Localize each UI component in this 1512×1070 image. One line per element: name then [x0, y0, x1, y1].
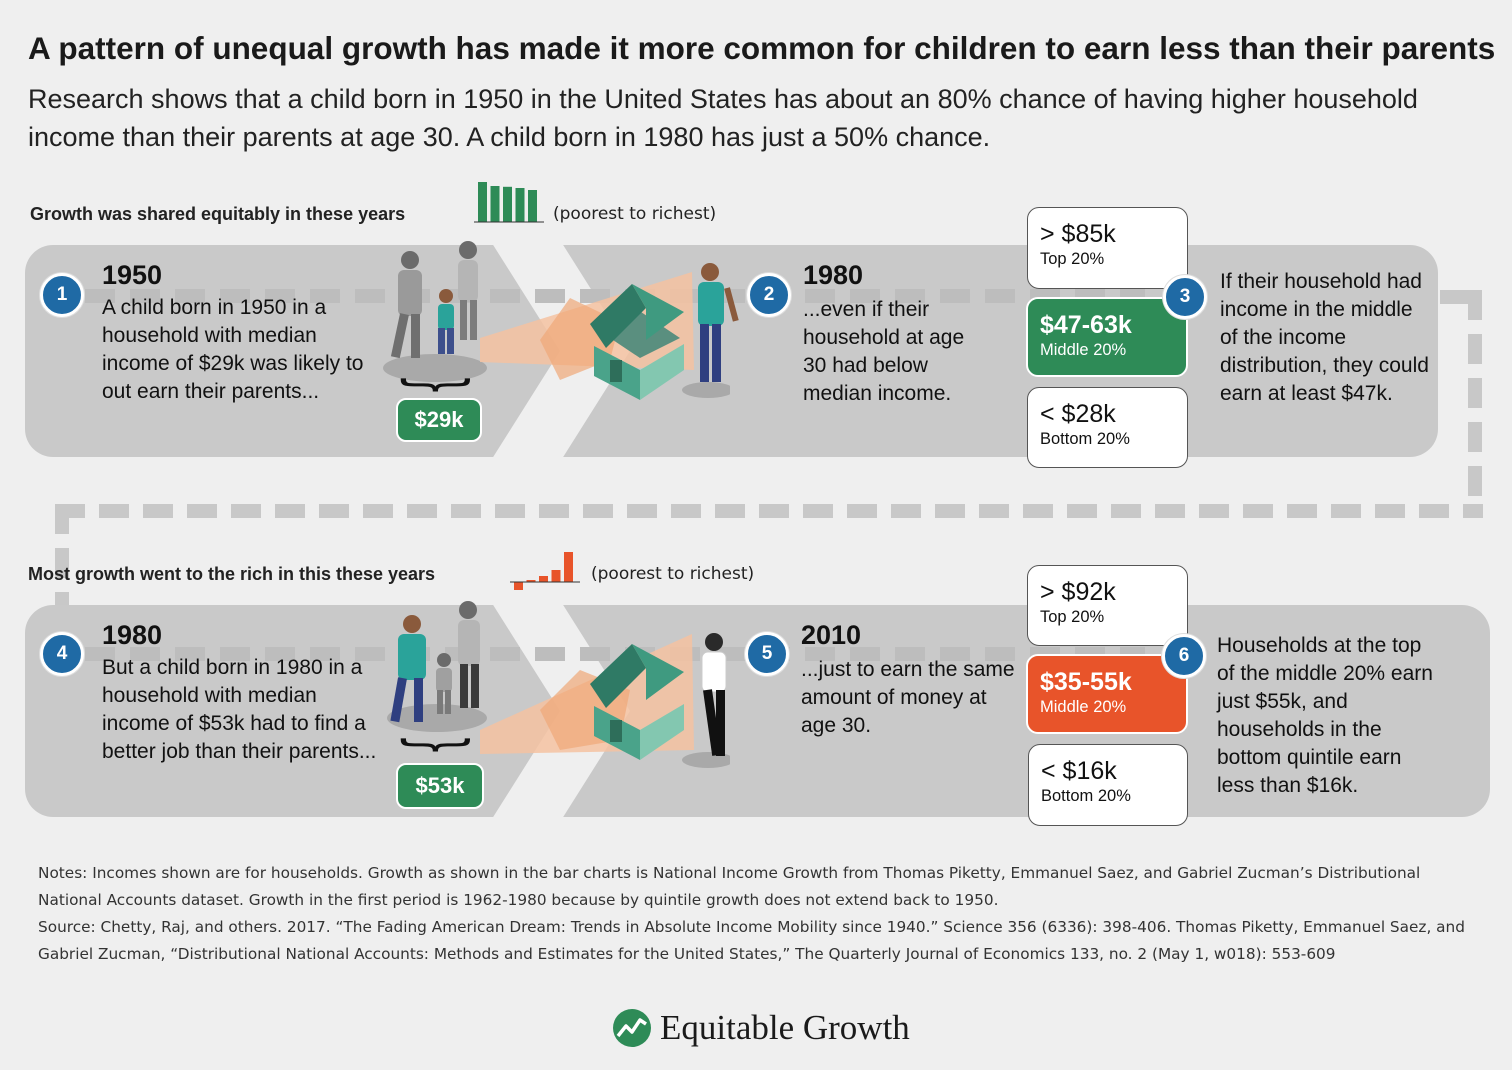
quintile-bar-2	[490, 186, 500, 222]
step-3-marker: 3	[1163, 275, 1207, 319]
bracket-middle-label: Middle 20%	[1040, 698, 1127, 716]
period1-band	[25, 245, 1438, 457]
bracket-middle-2: $35-55k Middle 20%	[1026, 654, 1188, 734]
step-1-year: 1950	[102, 260, 163, 290]
connector-right	[1468, 290, 1482, 508]
adult-figure-1980	[698, 263, 739, 382]
step-4-marker: 4	[40, 632, 84, 676]
bracket-top-label: Top 20%	[1040, 608, 1105, 626]
family-illustration-1950	[383, 241, 487, 382]
family-illustration-1980	[387, 601, 487, 732]
step-2-text: ...even if their household at age 30 had…	[803, 298, 965, 405]
notes: Notes: Incomes shown are for households.…	[38, 860, 1478, 968]
period1-bar-chart	[474, 182, 544, 223]
quintile-bar-5	[528, 190, 537, 222]
bracket-bottom-amount: < $28k	[1040, 400, 1116, 428]
bracket-middle-label: Middle 20%	[1040, 341, 1127, 359]
step-5-year: 2010	[801, 620, 862, 650]
bracket-bottom-1: < $28k Bottom 20%	[1027, 387, 1188, 468]
step-4-text: But a child born in 1980 in a household …	[102, 656, 377, 763]
bracket-bottom-amount: < $16k	[1041, 757, 1117, 785]
quintile-bar-5	[564, 552, 573, 582]
period2-note: (poorest to richest)	[591, 564, 755, 584]
step-1-text: A child born in 1950 in a household with…	[102, 296, 364, 403]
bracket-bottom-label: Bottom 20%	[1040, 430, 1130, 448]
period1-note: (poorest to richest)	[553, 204, 717, 224]
bracket-middle-amount: $35-55k	[1040, 668, 1132, 696]
step-6-marker: 6	[1162, 634, 1206, 678]
quintile-bar-3	[503, 186, 512, 222]
step-5-text: ...just to earn the same amount of money…	[801, 658, 1015, 737]
step-5-marker: 5	[745, 632, 789, 676]
step-2-year: 1980	[803, 260, 864, 290]
period2-label: Most growth went to the rich in this the…	[28, 564, 436, 584]
quintile-bar-4	[551, 570, 561, 582]
bracket-top-amount: > $92k	[1040, 578, 1116, 606]
step-6-text: Households at the top of the middle 20% …	[1217, 634, 1433, 797]
source-text: Source: Chetty, Raj, and others. 2017. “…	[38, 918, 1465, 963]
step-1-marker: 1	[40, 273, 84, 317]
bracket-top-label: Top 20%	[1040, 250, 1105, 268]
bracket-bottom-label: Bottom 20%	[1041, 787, 1131, 805]
brand-logo[interactable]: Equitable Growth	[612, 1008, 910, 1048]
page-subtitle: Research shows that a child born in 1950…	[28, 84, 1418, 152]
quintile-bar-3	[539, 576, 548, 582]
page-title: A pattern of unequal growth has made it …	[28, 30, 1496, 66]
bracket-middle-amount: $47-63k	[1040, 311, 1132, 339]
step-3-text: If their household had income in the mid…	[1220, 270, 1429, 405]
income-pill-1950: $29k	[396, 398, 482, 442]
connector-middle	[55, 504, 1483, 518]
quintile-bar-2	[526, 580, 536, 582]
house-illustration-1	[480, 272, 730, 400]
quintile-bar-1	[478, 182, 487, 222]
bracket-middle-1: $47-63k Middle 20%	[1026, 297, 1188, 377]
period1-label: Growth was shared equitably in these yea…	[30, 204, 406, 224]
quintile-bar-1	[514, 582, 523, 590]
house-illustration-2	[480, 634, 730, 768]
bracket-bottom-2: < $16k Bottom 20%	[1028, 744, 1188, 826]
step-2-marker: 2	[747, 273, 791, 317]
step-4-year: 1980	[102, 620, 163, 650]
brand-name: Equitable Growth	[660, 1008, 910, 1047]
period2-bar-chart	[510, 552, 580, 590]
path-dashes	[85, 647, 1145, 661]
notes-text: Notes: Incomes shown are for households.…	[38, 864, 1421, 909]
income-pill-1980: $53k	[396, 763, 484, 809]
adult-figure-2010	[701, 633, 727, 756]
bracket-top-2: > $92k Top 20%	[1027, 565, 1188, 646]
connector-right-top	[1440, 290, 1480, 304]
quintile-bar-4	[515, 188, 525, 222]
bracket-top-1: > $85k Top 20%	[1027, 207, 1188, 289]
connector-left	[55, 504, 69, 614]
equitable-growth-logo-icon	[613, 1009, 651, 1047]
bracket-top-amount: > $85k	[1040, 220, 1116, 248]
